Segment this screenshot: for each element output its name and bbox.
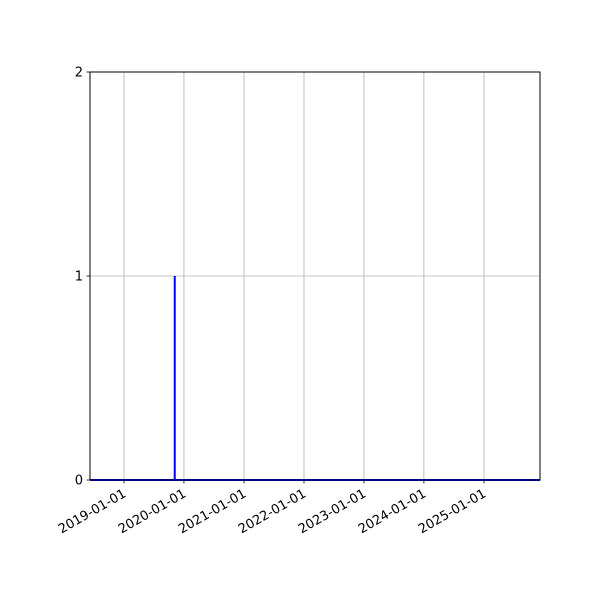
x-tick-label: 2020-01-01 [116,486,189,537]
x-tick-label: 2024-01-01 [356,486,429,537]
y-tick-label: 1 [75,270,83,285]
y-tick-label: 2 [75,66,83,81]
grid [90,71,540,481]
x-tick-label: 2025-01-01 [416,486,489,537]
series [90,276,540,481]
y-tick-label: 0 [75,474,83,489]
series-line [90,276,540,481]
